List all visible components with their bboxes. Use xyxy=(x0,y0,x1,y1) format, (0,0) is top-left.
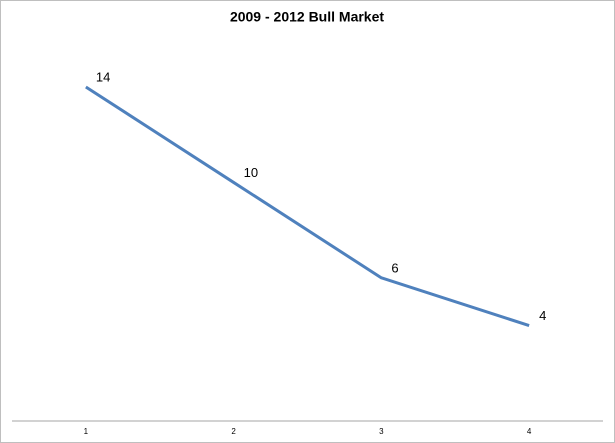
data-label: 14 xyxy=(96,69,110,84)
data-label: 4 xyxy=(539,308,546,323)
chart-title: 2009 - 2012 Bull Market xyxy=(230,9,384,25)
data-label: 10 xyxy=(244,165,258,180)
x-tick-label: 2 xyxy=(231,427,236,436)
data-line xyxy=(85,85,530,327)
x-tick-label: 3 xyxy=(379,427,384,436)
data-label: 6 xyxy=(391,260,398,275)
x-tick-label: 4 xyxy=(527,427,532,436)
x-tick-label: 1 xyxy=(84,427,89,436)
